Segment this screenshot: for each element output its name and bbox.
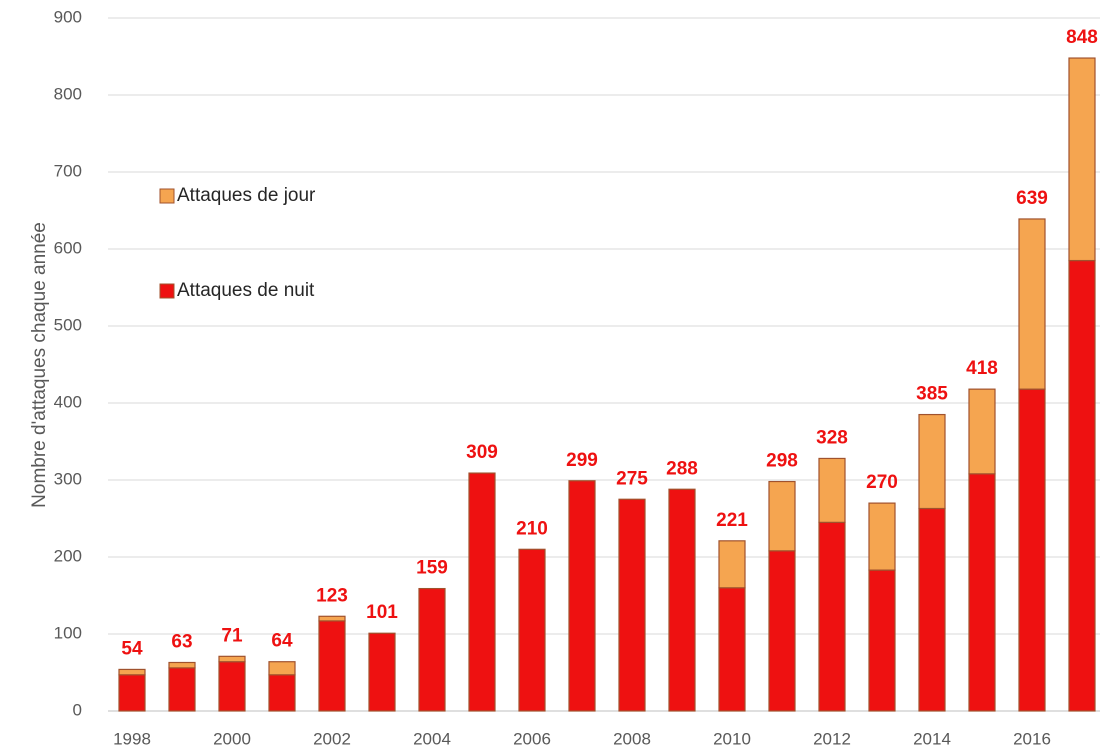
bar-segment: [218, 661, 246, 712]
y-tick-label: 300: [54, 469, 82, 488]
x-tick-label: 2014: [913, 729, 951, 748]
bar-segment: [868, 502, 896, 571]
bar-segment: [168, 667, 196, 712]
total-label: 63: [171, 632, 192, 653]
total-label: 639: [1016, 188, 1048, 209]
total-label: 123: [316, 585, 348, 606]
x-tick-label: 2010: [713, 729, 751, 748]
bar-segment: [318, 620, 346, 712]
bar-segment: [768, 550, 796, 712]
bar-segment: [868, 569, 896, 712]
total-label: 270: [866, 472, 898, 493]
bar-segment: [918, 413, 946, 510]
x-tick-label: 2004: [413, 729, 451, 748]
bar-segment: [318, 615, 346, 622]
x-tick-label: 2000: [213, 729, 251, 748]
total-label: 221: [716, 510, 748, 531]
bar-segment: [368, 632, 396, 712]
bar-segment: [268, 661, 296, 676]
x-tick-label: 1998: [113, 729, 151, 748]
y-tick-label: 200: [54, 546, 82, 565]
bar-segment: [118, 674, 146, 712]
y-tick-label: 900: [54, 7, 82, 26]
total-label: 298: [766, 451, 798, 472]
x-tick-label: 2016: [1013, 729, 1051, 748]
total-label: 71: [221, 625, 243, 646]
x-tick-label: 2012: [813, 729, 851, 748]
bar-segment: [1018, 218, 1046, 390]
bar-segment: [168, 661, 196, 669]
x-tick-label: 2006: [513, 729, 551, 748]
x-tick-label: 2008: [613, 729, 651, 748]
bar-segment: [968, 473, 996, 712]
total-label: 328: [816, 427, 848, 448]
y-tick-label: 800: [54, 84, 82, 103]
total-label: 64: [271, 631, 293, 652]
bar-segment: [518, 548, 546, 712]
total-label: 309: [466, 442, 498, 463]
legend-swatch: [159, 188, 175, 204]
y-tick-label: 100: [54, 623, 82, 642]
x-tick-label: 2002: [313, 729, 351, 748]
bar-segment: [918, 507, 946, 712]
total-label: 418: [966, 358, 998, 379]
total-label: 299: [566, 450, 598, 471]
total-label: 275: [616, 468, 648, 489]
legend-swatch: [159, 283, 175, 299]
total-label: 159: [416, 558, 448, 579]
bar-segment: [718, 540, 746, 589]
y-tick-label: 600: [54, 238, 82, 257]
total-label: 210: [516, 518, 548, 539]
y-tick-label: 500: [54, 315, 82, 334]
bar-segment: [1068, 57, 1096, 262]
bar-segment: [568, 480, 596, 712]
bar-segment: [118, 668, 146, 676]
total-label: 101: [366, 602, 398, 623]
bar-segment: [718, 587, 746, 712]
legend-label: Attaques de jour: [177, 185, 316, 206]
bar-segment: [768, 480, 796, 552]
bar-segment: [818, 521, 846, 712]
bar-segment: [418, 587, 446, 712]
bar-segment: [268, 674, 296, 712]
y-axis-title: Nombre d'attaques chaque année: [29, 222, 50, 508]
total-label: 288: [666, 458, 698, 479]
y-tick-label: 700: [54, 161, 82, 180]
y-tick-label: 400: [54, 392, 82, 411]
legend-label: Attaques de nuit: [177, 280, 315, 301]
bar-segment: [1068, 259, 1096, 712]
bar-segment: [468, 472, 496, 712]
bar-segment: [968, 388, 996, 475]
total-label: 54: [121, 638, 143, 659]
bar-segment: [618, 498, 646, 712]
bar-segment: [218, 655, 246, 663]
bar-segment: [668, 488, 696, 712]
total-label: 848: [1066, 27, 1098, 48]
bar-segment: [1018, 388, 1046, 712]
bar-segment: [818, 457, 846, 523]
y-tick-label: 0: [73, 700, 82, 719]
total-label: 385: [916, 384, 948, 405]
